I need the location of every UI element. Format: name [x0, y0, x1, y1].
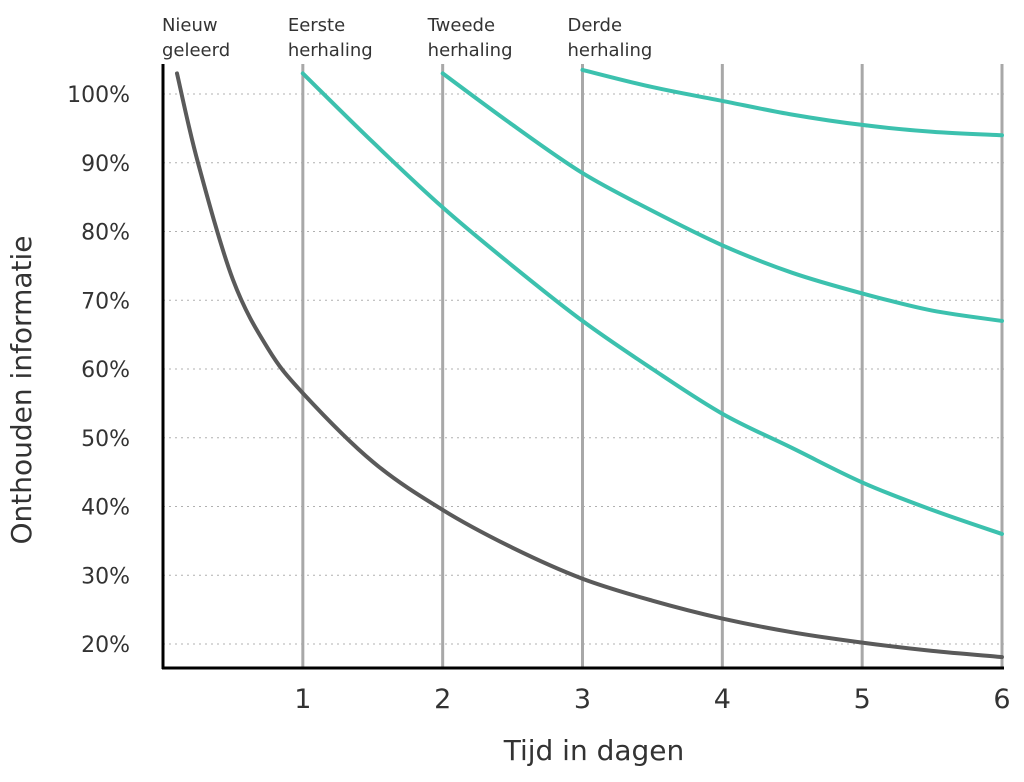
annotation-label: Tweede [427, 15, 495, 36]
y-tick-label: 50% [81, 427, 130, 452]
annotation-label: herhaling [568, 40, 653, 61]
annotations: Nieuw geleerd Eerste herhaling Tweede herhali… [162, 15, 652, 61]
x-tick-label: 5 [854, 684, 871, 715]
y-tick-label: 40% [81, 496, 130, 521]
review-curve [300, 71, 1004, 536]
annotation-label: herhaling [288, 40, 373, 61]
review-curve [440, 71, 1004, 323]
forgetting-curve [175, 71, 1004, 660]
x-tick-label: 4 [714, 684, 731, 715]
y-tick-labels: 20% 30% 40% 50% 60% 70% 80% 90% 100% [67, 83, 130, 658]
x-axis-title: Tijd in dagen [503, 734, 685, 767]
y-tick-label: 20% [81, 633, 130, 658]
y-tick-label: 80% [81, 221, 130, 246]
annotation-label: herhaling [428, 40, 513, 61]
x-tick-label: 3 [574, 684, 591, 715]
x-tick-label: 2 [434, 684, 451, 715]
y-tick-label: 30% [81, 564, 130, 589]
annotation-label: Derde [568, 15, 623, 36]
y-axis-title: Onthouden informatie [5, 236, 38, 545]
review-curve [580, 67, 1004, 138]
x-tick-label: 1 [294, 684, 311, 715]
y-tick-label: 90% [81, 152, 130, 177]
x-tick-labels: 1 2 3 4 5 6 [294, 684, 1010, 715]
y-tick-label: 100% [67, 83, 130, 108]
annotation-label: Eerste [288, 15, 345, 36]
annotation-label: Nieuw [162, 15, 218, 36]
y-tick-label: 60% [81, 358, 130, 383]
axes [161, 64, 1004, 670]
curves [175, 67, 1004, 660]
annotation-label: geleerd [162, 40, 230, 61]
y-tick-label: 70% [81, 289, 130, 314]
x-tick-label: 6 [993, 684, 1010, 715]
review-day-lines [301, 64, 1004, 668]
